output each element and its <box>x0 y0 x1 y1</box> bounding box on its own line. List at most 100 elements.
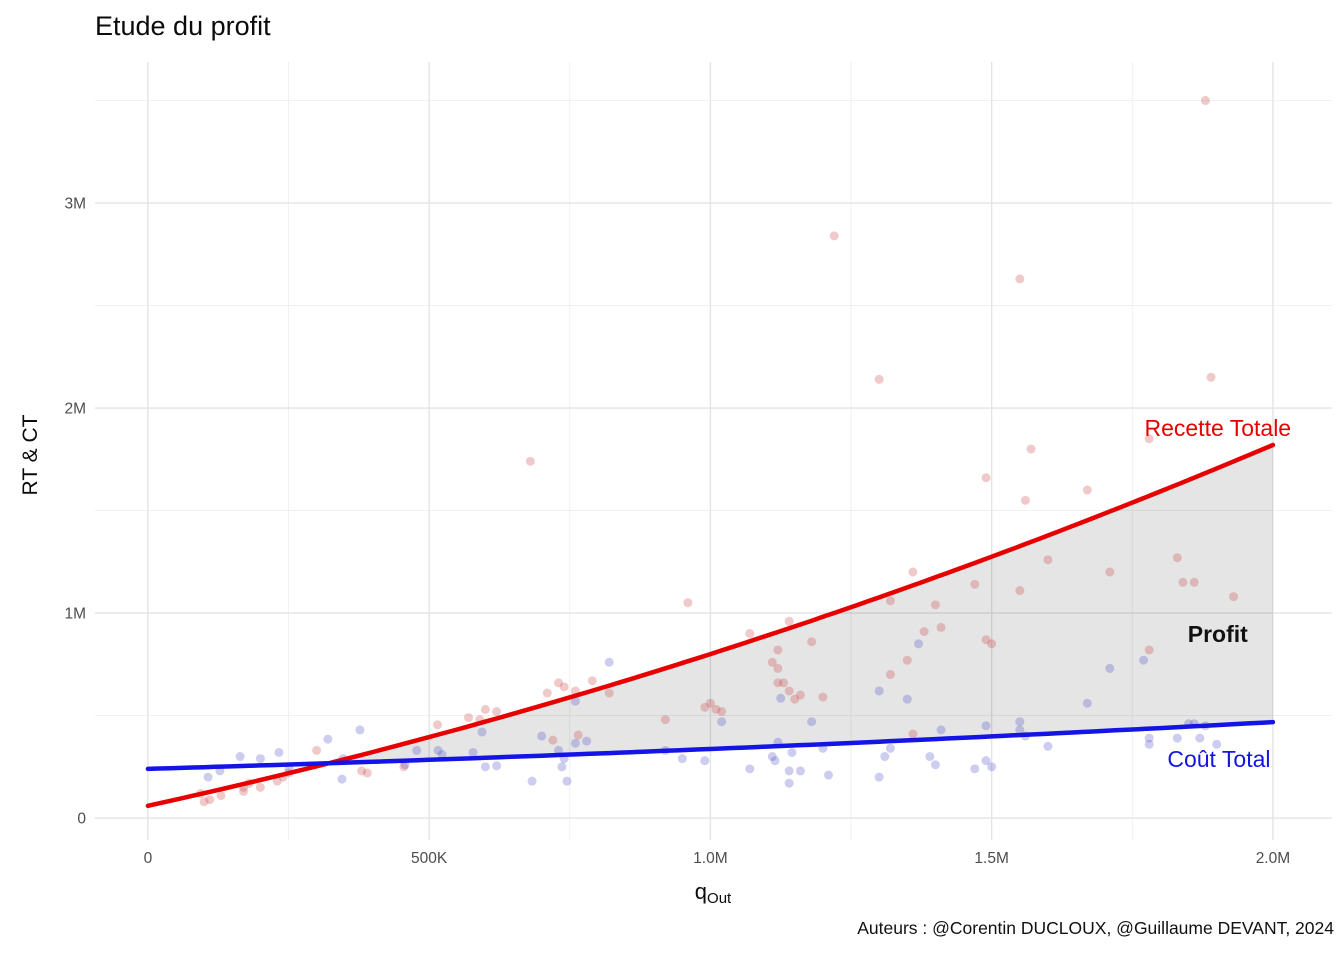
recette-point <box>784 616 794 626</box>
recette-point <box>829 231 839 241</box>
cout-total-label: Coût Total <box>1167 746 1270 772</box>
cout-total-curve <box>145 719 1276 772</box>
recette-point <box>790 694 800 704</box>
recette-point <box>1082 485 1092 495</box>
recette-point <box>1200 96 1210 106</box>
grid-major <box>95 62 1332 840</box>
recette-point <box>919 627 929 637</box>
cout-point <box>807 717 817 727</box>
cout-point <box>1139 655 1149 665</box>
cout-point <box>480 762 490 772</box>
recette-point <box>970 579 980 589</box>
recette-point <box>908 567 918 577</box>
cout-point <box>604 657 614 667</box>
recette-point <box>660 715 670 725</box>
cout-point <box>582 736 592 746</box>
recette-point <box>705 698 715 708</box>
recette-point <box>902 655 912 665</box>
recette-point <box>1206 372 1216 382</box>
cout-point <box>1172 733 1182 743</box>
cout-point <box>824 770 834 780</box>
grid-minor <box>95 62 1332 840</box>
recette-point <box>908 729 918 739</box>
recette-point <box>216 791 226 801</box>
y-tick-label: 2M <box>64 401 86 418</box>
x-tick-labels: 0 500K 1.0M 1.5M 2.0M <box>144 850 1291 867</box>
cout-point <box>570 696 580 706</box>
recette-point <box>1172 553 1182 563</box>
recette-point <box>480 704 490 714</box>
cout-point <box>274 747 284 757</box>
recette-point <box>885 670 895 680</box>
cout-point <box>1043 741 1053 751</box>
cout-point <box>527 776 537 786</box>
recette-point <box>773 678 783 688</box>
cout-point <box>885 743 895 753</box>
x-axis-title: qOut <box>695 879 731 907</box>
cout-point <box>776 693 786 703</box>
recette-point <box>987 639 997 649</box>
recette-point <box>717 706 727 716</box>
recette-point <box>807 637 817 647</box>
recette-point <box>272 776 282 786</box>
y-tick-label: 1M <box>64 606 86 623</box>
x-tick-label: 500K <box>411 850 448 867</box>
x-axis-title-base: q <box>694 879 708 904</box>
recette-point <box>1229 592 1239 602</box>
recette-point <box>885 596 895 606</box>
recette-point <box>554 678 564 688</box>
cout-point <box>1105 663 1115 673</box>
cout-point <box>795 766 805 776</box>
recette-point <box>357 766 367 776</box>
profit-ribbon <box>329 444 1273 764</box>
cout-point <box>554 745 564 755</box>
recette-point <box>1026 444 1036 454</box>
recette-point <box>773 663 783 673</box>
recette-point <box>683 598 693 608</box>
y-axis-title: RT & CT <box>19 414 42 496</box>
cout-point <box>936 725 946 735</box>
cout-point <box>784 778 794 788</box>
cout-point <box>914 639 924 649</box>
cout-point <box>570 738 580 748</box>
y-tick-label: 0 <box>77 811 86 828</box>
cout-point <box>1144 733 1154 743</box>
recette-totale-label: Recette Totale <box>1144 415 1291 441</box>
recette-point <box>779 678 789 688</box>
recette-point <box>1015 274 1025 284</box>
recette-point <box>1178 577 1188 587</box>
cout-point <box>1015 717 1025 727</box>
cout-point <box>412 745 422 755</box>
recette-point <box>548 735 558 745</box>
x-tick-label: 2.0M <box>1256 850 1290 867</box>
recette-point <box>559 682 569 692</box>
recette-point <box>818 692 828 702</box>
recette-point <box>930 600 940 610</box>
authors-caption: Auteurs : @Corentin DUCLOUX, @Guillaume … <box>857 918 1334 938</box>
recette-point <box>981 473 991 483</box>
recette-point <box>199 797 209 807</box>
cout-point <box>784 766 794 776</box>
recette-point <box>700 702 710 712</box>
cout-point <box>557 762 567 772</box>
recette-point <box>795 690 805 700</box>
cout-point <box>987 762 997 772</box>
recette-point <box>1043 555 1053 565</box>
recette-point <box>525 456 535 466</box>
cout-point <box>874 686 884 696</box>
recette-point <box>1105 567 1115 577</box>
cout-point <box>930 760 940 770</box>
recette-point <box>773 645 783 655</box>
recette-point <box>542 688 552 698</box>
cout-point <box>235 752 245 762</box>
cout-point <box>677 754 687 764</box>
recette-point <box>1144 434 1154 444</box>
recette-point <box>767 657 777 667</box>
cout-point <box>433 745 443 755</box>
cout-point <box>468 747 478 757</box>
recette-point <box>1144 645 1154 655</box>
cout-point <box>1195 733 1205 743</box>
cout-point <box>1212 739 1222 749</box>
cout-point <box>700 756 710 766</box>
